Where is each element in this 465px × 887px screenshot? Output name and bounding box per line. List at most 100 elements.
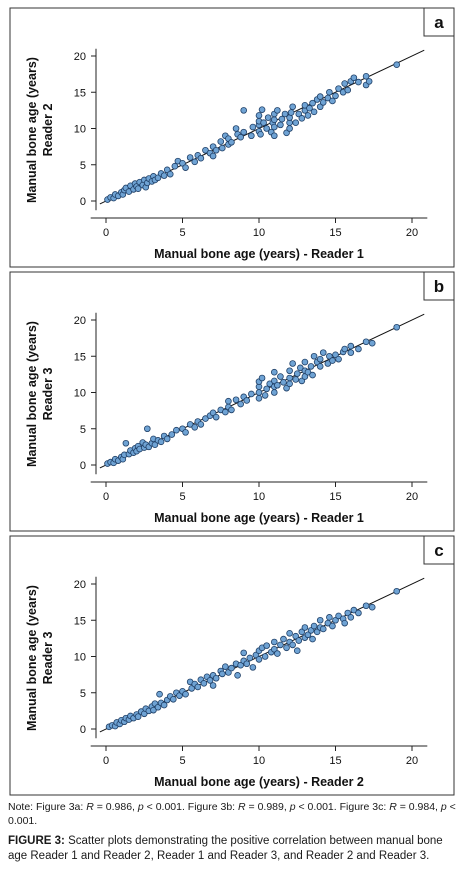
data-point <box>217 138 225 145</box>
data-point <box>261 392 269 399</box>
panel-label-box <box>423 271 455 301</box>
data-point <box>286 629 293 637</box>
data-point <box>347 349 355 356</box>
y-axis-title: Manual bone age (years) Reader 2 <box>25 57 55 203</box>
panel-label-box <box>423 535 455 565</box>
data-point <box>281 110 289 118</box>
data-point <box>168 431 176 438</box>
x-tick-label: 0 <box>103 227 109 239</box>
data-point <box>257 131 264 138</box>
data-point <box>326 614 333 621</box>
data-point <box>258 106 266 113</box>
data-point <box>335 612 342 620</box>
data-point <box>197 154 205 162</box>
data-point <box>393 323 401 331</box>
data-point <box>151 441 159 449</box>
scatter-panel-c: c 0 5 10 15 20 0 5 10 15 20 Manual bone age (years)… <box>9 535 455 796</box>
data-point <box>150 706 157 714</box>
data-point <box>270 389 278 396</box>
data-point <box>293 647 301 654</box>
y-axis-title: Manual bone age (years) Reader 3 <box>25 321 55 467</box>
figure-note: Note: Figure 3a: R = 0.986, p < 0.001. F… <box>8 800 458 828</box>
data-point <box>163 166 171 174</box>
data-point <box>202 415 209 422</box>
data-point <box>274 381 281 389</box>
data-point <box>212 674 220 682</box>
note-part: = 0.984, <box>396 801 441 813</box>
data-point <box>156 690 163 698</box>
y-tick-label: 0 <box>80 460 86 472</box>
figure-label: FIGURE 3: <box>8 835 65 847</box>
note-part: p <box>137 801 144 813</box>
y-tick-label: 5 <box>80 688 86 700</box>
data-point <box>319 99 327 106</box>
data-point <box>154 174 162 182</box>
data-point <box>287 109 295 116</box>
data-point <box>344 609 352 617</box>
data-point <box>166 170 174 178</box>
data-point <box>197 421 205 428</box>
data-point <box>263 385 270 393</box>
data-point <box>237 400 244 408</box>
data-point <box>277 373 284 380</box>
data-point <box>270 132 278 140</box>
data-point <box>309 371 316 379</box>
data-point <box>237 661 244 669</box>
data-point <box>304 112 312 119</box>
data-point <box>243 397 251 404</box>
data-point <box>355 609 362 617</box>
data-point <box>228 138 235 146</box>
data-point <box>277 121 284 129</box>
data-point <box>228 664 235 672</box>
data-point <box>309 635 316 643</box>
data-point <box>122 439 130 447</box>
data-point <box>289 103 296 111</box>
data-point <box>188 685 195 692</box>
note-part: = 0.986, <box>93 801 138 813</box>
note-part: < 0.001. <box>8 801 456 827</box>
data-point <box>255 394 263 402</box>
x-tick-label: 5 <box>179 491 185 503</box>
data-point <box>307 363 315 370</box>
data-point <box>260 119 267 126</box>
data-point <box>222 663 229 670</box>
data-point <box>368 603 376 611</box>
data-point <box>355 345 362 353</box>
data-point <box>292 376 300 383</box>
data-point <box>304 368 312 376</box>
data-point <box>222 408 229 416</box>
data-point <box>270 368 278 376</box>
figure-caption-text: Scatter plots demonstrating the positive… <box>8 835 443 862</box>
data-point <box>278 115 286 123</box>
y-axis-title-line: Reader 3 <box>41 632 55 685</box>
data-point <box>316 355 324 363</box>
data-point <box>249 664 257 671</box>
y-tick-label: 20 <box>74 315 86 327</box>
data-point <box>326 88 333 96</box>
data-point <box>225 397 232 405</box>
note-part: R <box>389 801 397 813</box>
note-part: R <box>86 801 94 813</box>
data-point <box>324 360 332 367</box>
data-point <box>319 625 327 633</box>
panel-frame <box>9 271 455 532</box>
data-point <box>261 653 269 660</box>
data-point <box>182 164 189 171</box>
y-tick-label: 20 <box>74 51 86 63</box>
y-tick-label: 15 <box>74 351 86 363</box>
y-tick-label: 0 <box>80 724 86 736</box>
figure-caption-block: Note: Figure 3a: R = 0.986, p < 0.001. F… <box>8 800 458 864</box>
y-axis-title-line: Manual bone age (years) <box>25 585 39 731</box>
panel-label: b <box>434 277 444 296</box>
data-point <box>286 367 293 375</box>
data-point <box>274 650 281 657</box>
data-point <box>319 349 327 356</box>
note-part: < 0.001. Figure 3c: <box>295 801 390 813</box>
x-axis-title: Manual bone age (years) - Reader 1 <box>154 247 364 261</box>
note-part: Note: Figure 3a: <box>8 801 87 813</box>
data-point <box>350 74 358 82</box>
scatter-panel-b: b 0 5 10 15 20 0 5 10 15 20 Manual bone age (years)… <box>9 271 455 532</box>
y-axis-title-line: Manual bone age (years) <box>25 57 39 203</box>
data-point <box>232 125 240 132</box>
